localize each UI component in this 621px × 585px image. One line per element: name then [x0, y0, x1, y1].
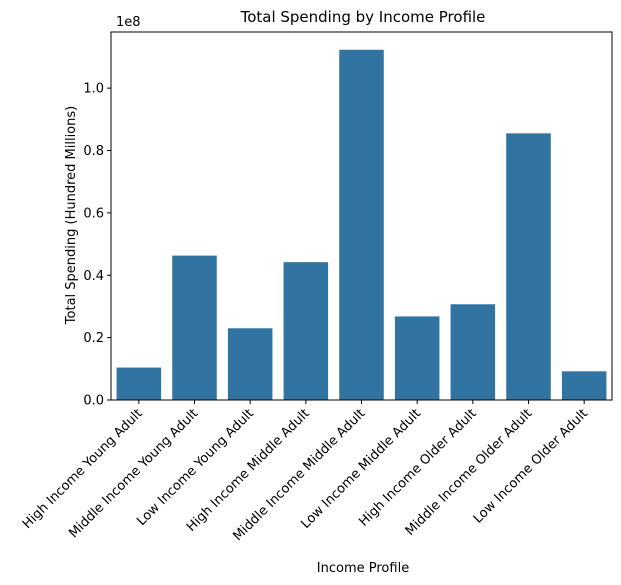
y-axis: 0.0 0.2 0.4 0.6 0.8 1.0	[83, 82, 111, 409]
y-tick-label: 0.2	[83, 331, 104, 346]
y-tick-label: 0.8	[83, 144, 104, 159]
bar	[394, 316, 440, 400]
y-axis-label: Total Spending (Hundred Millions)	[64, 106, 79, 325]
x-tick-label: Low Income Older Adult	[471, 406, 591, 526]
plot-frame	[110, 31, 613, 401]
x-tick-label: High Income Older Adult	[356, 406, 479, 529]
bar	[561, 371, 607, 400]
axis-offset-label: 1e8	[116, 15, 141, 30]
y-tick-label: 0.6	[83, 206, 104, 221]
x-axis-label: Income Profile	[317, 561, 409, 576]
x-tick-label: Low Income Young Adult	[134, 406, 257, 529]
bar	[450, 304, 496, 400]
bar	[227, 328, 273, 400]
bars-group	[116, 49, 607, 400]
y-tick-label: 0.0	[83, 394, 104, 409]
bar	[116, 367, 162, 400]
bar	[283, 262, 329, 400]
y-tick-label: 0.4	[83, 269, 104, 284]
bar	[339, 49, 384, 400]
chart-title: Total Spending by Income Profile	[240, 8, 486, 26]
bar	[506, 133, 551, 400]
bar	[172, 255, 217, 400]
y-tick-label: 1.0	[83, 82, 104, 97]
